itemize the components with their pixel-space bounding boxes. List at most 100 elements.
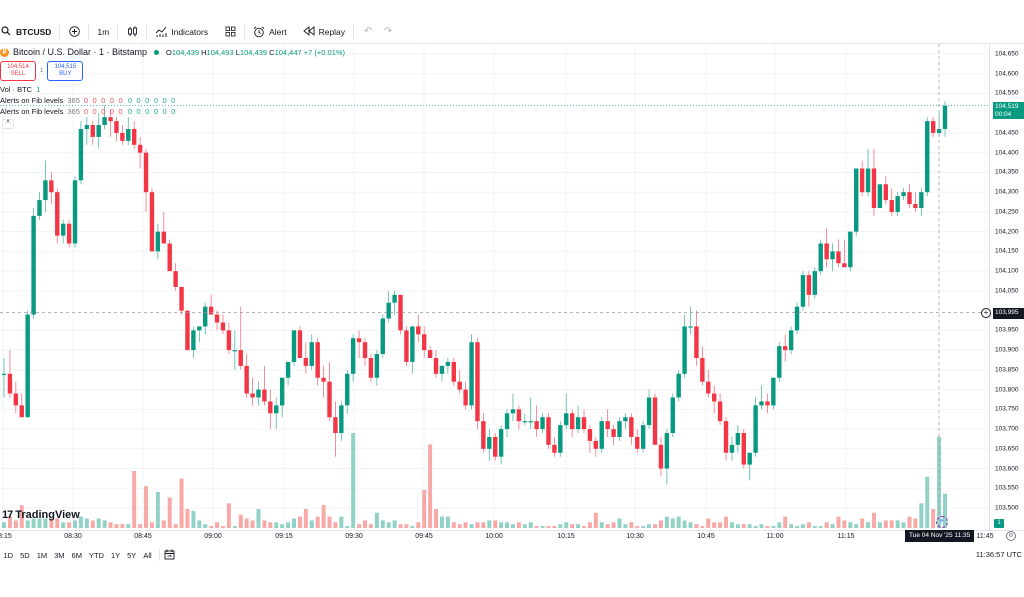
volume-bar — [73, 520, 78, 528]
volume-bar — [102, 520, 107, 528]
interval-button[interactable]: 1m — [89, 20, 117, 43]
range-button-1y[interactable]: 1Y — [110, 550, 121, 560]
time-axis[interactable]: 08:15 08:30 08:45 09:00 09:15 09:30 09:45 10:00… — [0, 530, 1024, 544]
range-button-6m[interactable]: 6M — [71, 550, 82, 560]
buy-button[interactable]: 104,515 BUY — [47, 61, 84, 81]
candle-body — [404, 330, 409, 362]
symbol-title[interactable]: Bitcoin / U.S. Dollar · 1 · Bitstamp — [13, 47, 148, 57]
symbol-search-button[interactable]: BTCUSD — [0, 20, 59, 43]
chevron-up-icon: ^ — [6, 120, 10, 127]
price-chart-canvas[interactable] — [0, 44, 990, 530]
volume-bar — [907, 516, 912, 528]
volume-bar — [67, 522, 72, 528]
crosshair-price-label: 103,995 — [993, 308, 1024, 319]
chart-type-button[interactable] — [118, 20, 146, 43]
indicators-label: Indicators — [171, 26, 209, 37]
candle-body — [487, 436, 492, 449]
volume-bar — [191, 510, 196, 528]
volume-bar — [670, 518, 675, 528]
range-button-1m[interactable]: 1M — [36, 550, 48, 560]
low-value: 104,439 — [239, 47, 268, 57]
volume-bar — [771, 526, 776, 528]
volume-bar — [647, 524, 652, 528]
candle-body — [327, 381, 332, 418]
range-button-5y[interactable]: 5Y — [127, 550, 137, 560]
range-button-1d[interactable]: 1D — [3, 550, 14, 560]
price-tick-label: 103,700 — [995, 425, 1019, 433]
price-axis[interactable]: 104,650 104,600 104,550 104,450 104,400 104,3… — [990, 44, 1024, 530]
candle-body — [297, 330, 303, 358]
volume-bar — [943, 493, 947, 528]
price-tick-label: 103,950 — [995, 326, 1019, 334]
volume-bar — [2, 522, 6, 528]
candle-body — [445, 361, 451, 366]
candle-body — [19, 405, 24, 418]
candle-body — [907, 192, 912, 205]
candle-body — [569, 413, 575, 430]
alert-button[interactable]: Alert — [245, 20, 294, 43]
price-tick-label: 103,650 — [995, 445, 1019, 453]
templates-button[interactable] — [216, 20, 244, 43]
symbol-label: BTCUSD — [16, 26, 52, 37]
volume-bar — [718, 522, 723, 528]
indicators-button[interactable]: Indicators — [147, 20, 216, 43]
price-tick-label: 103,800 — [995, 386, 1019, 394]
range-button-3m[interactable]: 3M — [54, 550, 65, 560]
volume-bar — [226, 503, 231, 528]
volume-bar — [576, 524, 581, 528]
chart-settings-button[interactable]: ⚙ — [1006, 531, 1016, 541]
range-button-ytd[interactable]: YTD — [88, 550, 104, 560]
candle-body — [824, 243, 829, 260]
indicator-values-red: 0 0 0 0 0 — [83, 107, 124, 116]
volume-bar — [759, 524, 764, 528]
candle-body — [72, 180, 78, 244]
volume-bar — [688, 522, 693, 528]
price-tick-label: 103,500 — [995, 504, 1019, 512]
add-alert-plus-button[interactable]: + — [981, 308, 991, 318]
volume-bar — [31, 518, 36, 528]
candle-body — [120, 132, 125, 141]
tradingview-logo[interactable]: 17 TradingView — [2, 509, 80, 521]
volume-bar — [345, 526, 350, 528]
range-button-all[interactable]: All — [143, 550, 152, 560]
open-value: 104,439 — [171, 47, 200, 57]
divider — [117, 24, 119, 39]
candle-body — [848, 231, 853, 268]
date-range-button[interactable] — [164, 549, 175, 562]
candle-body — [942, 105, 948, 130]
candle-body — [771, 377, 776, 406]
replay-marker-icon[interactable]: ⚡ — [936, 516, 948, 528]
price-tick-label: 104,050 — [995, 287, 1019, 295]
last-price-value: 104,519 — [995, 103, 1019, 110]
change-value: +7 (+0.01%) — [303, 47, 346, 57]
candle-body — [800, 275, 806, 307]
range-button-5d[interactable]: 5D — [20, 550, 30, 560]
candle-body — [664, 433, 670, 469]
volume-bar — [777, 522, 782, 528]
collapse-legend-button[interactable]: ^ — [2, 119, 14, 129]
candle-body — [741, 433, 746, 465]
undo-button[interactable]: ↶ — [354, 20, 382, 43]
candle-body — [410, 326, 415, 362]
redo-button[interactable]: ↷ — [382, 20, 402, 43]
time-tick-label: 08:30 — [64, 533, 82, 540]
volume-legend-row[interactable]: Vol · BTC 1 — [0, 84, 345, 95]
price-tick-label: 104,400 — [995, 149, 1019, 157]
replay-button[interactable]: Replay — [295, 20, 353, 43]
compare-symbol-button[interactable] — [60, 20, 88, 43]
price-tick-label: 103,750 — [995, 405, 1019, 413]
sell-button[interactable]: 104,514 SELL — [0, 61, 36, 81]
time-tick-label: 11:45 — [976, 533, 994, 540]
bottom-toolbar: 1D 5D 1M 3M 6M YTD 1Y 5Y All 11:36:57 UTC — [0, 546, 1024, 564]
volume-bar — [108, 522, 113, 528]
low-label: L — [235, 47, 240, 57]
volume-bar — [599, 522, 604, 528]
utc-clock[interactable]: 11:36:57 UTC — [975, 550, 1022, 559]
close-value: 104,447 — [274, 47, 302, 57]
time-tick-label: 08:45 — [134, 533, 152, 540]
volume-bar — [126, 524, 131, 528]
events-badge-icon[interactable]: 1 — [994, 519, 1004, 528]
volume-bar — [25, 520, 30, 528]
